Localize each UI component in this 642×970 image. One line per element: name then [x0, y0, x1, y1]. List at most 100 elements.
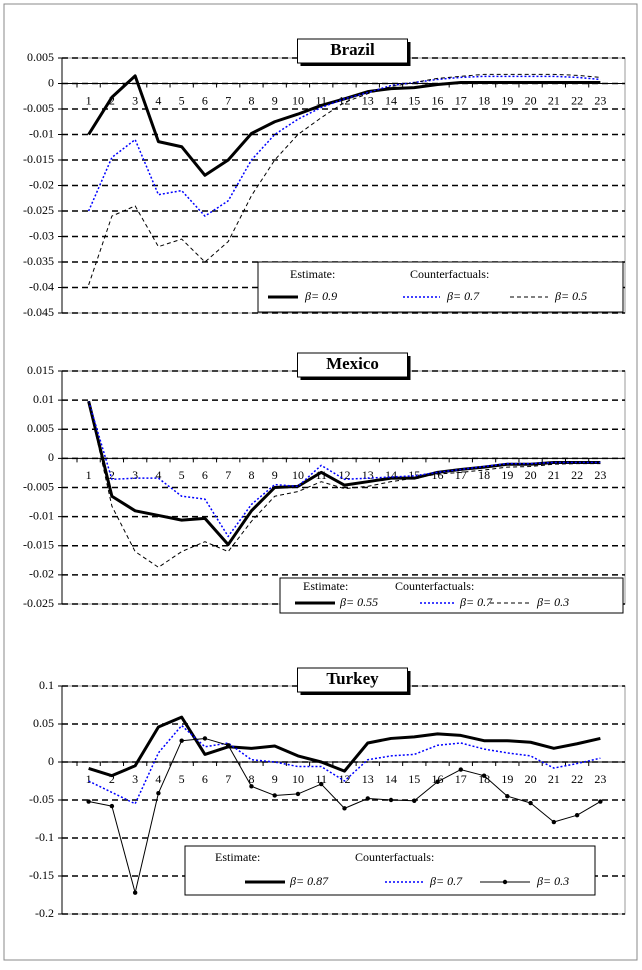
y-tick-label: 0	[48, 75, 54, 89]
x-tick-label: 18	[478, 468, 490, 482]
x-tick-label: 21	[548, 93, 560, 107]
series-marker	[249, 784, 254, 789]
legend-label: β= 0.87	[289, 874, 329, 888]
y-tick-label: -0.035	[23, 254, 54, 268]
y-tick-label: -0.05	[29, 792, 54, 806]
series-marker	[574, 813, 580, 818]
series-line	[88, 401, 601, 568]
y-tick-label: -0.1	[35, 830, 54, 844]
y-tick-label: -0.005	[23, 479, 54, 493]
legend-label: β= 0.7	[459, 595, 493, 609]
x-tick-label: 11	[315, 93, 327, 107]
series-line	[87, 75, 601, 217]
x-tick-label: 6	[202, 93, 208, 107]
y-tick-label: -0.005	[23, 101, 54, 115]
x-tick-label: 1	[86, 468, 92, 482]
y-tick-label: 0.01	[33, 392, 54, 406]
x-tick-label: 17	[455, 468, 467, 482]
y-tick-label: 0.1	[39, 678, 54, 692]
legend-label: β= 0.5	[554, 289, 587, 303]
x-tick-label: 2	[109, 468, 115, 482]
legend-heading: Counterfactuals:	[355, 850, 434, 864]
x-tick-label: 17	[455, 772, 467, 786]
series-marker	[458, 767, 464, 772]
series-marker	[342, 806, 347, 811]
x-tick-label: 11	[315, 468, 327, 482]
x-tick-label: 10	[292, 772, 304, 786]
legend-marker	[502, 879, 508, 885]
chart-title: Turkey	[326, 669, 379, 688]
y-tick-label: -0.03	[29, 228, 54, 242]
y-tick-label: 0.005	[27, 50, 54, 64]
series-marker	[435, 779, 440, 784]
x-tick-label: 15	[408, 468, 420, 482]
x-tick-label: 5	[179, 468, 185, 482]
x-tick-label: 1	[86, 93, 92, 107]
legend-heading: Estimate:	[215, 850, 260, 864]
series-marker	[179, 738, 184, 743]
y-tick-label: 0.005	[27, 421, 54, 435]
x-tick-label: 19	[501, 772, 513, 786]
x-tick-label: 11	[315, 772, 327, 786]
x-tick-label: 19	[501, 93, 513, 107]
y-tick-label: -0.01	[29, 508, 54, 522]
y-tick-label: -0.025	[23, 203, 54, 217]
x-tick-label: 8	[248, 468, 254, 482]
y-tick-label: 0	[48, 450, 54, 464]
x-tick-label: 5	[179, 93, 185, 107]
y-tick-label: 0	[48, 754, 54, 768]
series-marker	[295, 791, 301, 797]
y-tick-label: -0.01	[29, 126, 54, 140]
y-tick-label: -0.015	[23, 152, 54, 166]
series-marker	[598, 799, 603, 804]
title-box	[297, 352, 408, 378]
x-tick-label: 14	[385, 772, 397, 786]
y-tick-label: -0.04	[29, 279, 54, 293]
x-tick-label: 9	[272, 468, 278, 482]
series-marker	[202, 736, 208, 741]
x-tick-label: 3	[132, 468, 138, 482]
x-tick-label: 15	[408, 772, 420, 786]
x-tick-label: 8	[248, 772, 254, 786]
series-marker	[412, 798, 417, 803]
legend-label: β= 0.9	[304, 289, 337, 303]
legend-label: β= 0.3	[536, 595, 569, 609]
x-tick-label: 1	[86, 772, 92, 786]
x-tick-label: 7	[225, 772, 231, 786]
legend-label: β= 0.7	[429, 874, 463, 888]
y-tick-label: -0.015	[23, 538, 54, 552]
legend-box	[279, 577, 624, 614]
series-marker	[551, 819, 557, 825]
x-tick-label: 16	[432, 772, 444, 786]
series-line	[88, 715, 601, 778]
legend-label: β= 0.7	[446, 289, 480, 303]
x-tick-label: 4	[155, 468, 161, 482]
y-tick-label: 0.015	[27, 363, 54, 377]
x-tick-label: 6	[202, 468, 208, 482]
series-marker	[86, 799, 91, 804]
legend-heading: Estimate:	[303, 579, 348, 593]
x-tick-label: 12	[339, 468, 351, 482]
title-box	[297, 667, 408, 693]
legend-label: β= 0.55	[339, 595, 378, 609]
legend-heading: Estimate:	[290, 267, 335, 281]
series-marker	[109, 803, 115, 809]
chart-title: Brazil	[330, 40, 375, 59]
x-tick-label: 9	[272, 772, 278, 786]
y-tick-label: -0.15	[29, 868, 54, 882]
series-marker	[225, 743, 231, 748]
x-tick-label: 6	[202, 772, 208, 786]
x-tick-label: 13	[362, 93, 374, 107]
x-tick-label: 21	[548, 772, 560, 786]
y-tick-label: -0.02	[29, 567, 54, 581]
series-marker	[319, 781, 324, 787]
x-tick-label: 20	[525, 93, 537, 107]
legend-label: β= 0.3	[536, 874, 569, 888]
series-line	[87, 401, 601, 538]
x-tick-label: 22	[571, 772, 583, 786]
y-tick-label: -0.2	[35, 906, 54, 920]
legend-heading: Counterfactuals:	[410, 267, 489, 281]
series-line	[88, 73, 601, 286]
x-tick-label: 16	[432, 93, 444, 107]
y-tick-label: -0.02	[29, 177, 54, 191]
